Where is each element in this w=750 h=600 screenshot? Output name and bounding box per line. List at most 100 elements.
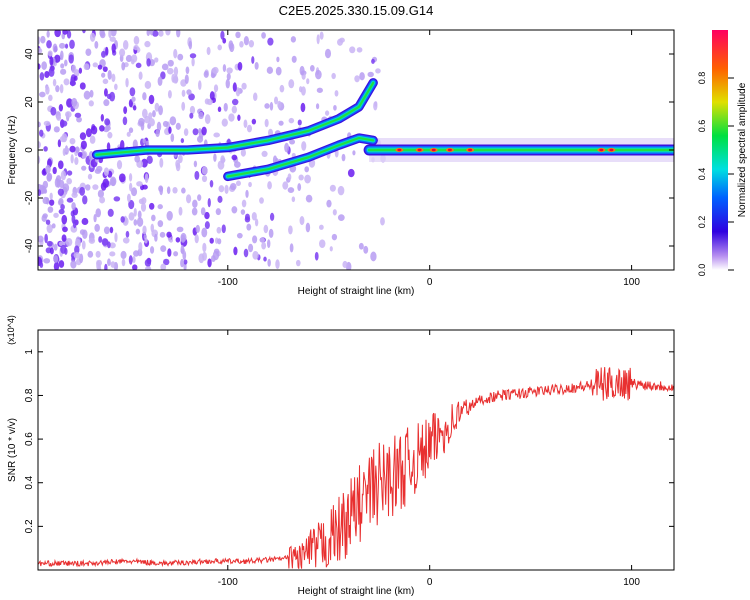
spectrogram-speckle: [77, 151, 83, 158]
spectrogram-speckle: [128, 199, 135, 210]
spectrogram-speckle: [104, 263, 108, 270]
spectrogram-speckle: [222, 37, 227, 44]
spectrogram-speckle: [167, 59, 174, 67]
spectrogram-speckle: [114, 83, 118, 91]
spectrogram-speckle: [173, 66, 179, 77]
spectrogram-speckle: [128, 127, 134, 134]
spectrogram-speckle: [319, 224, 324, 230]
spectrogram-speckle: [53, 212, 59, 218]
spectrogram-speckle: [261, 32, 266, 39]
spectrogram-speckle: [71, 214, 76, 224]
spectrogram-speckle: [160, 245, 167, 252]
spectrogram-speckle: [252, 250, 259, 260]
spectrogram-speckle: [122, 116, 128, 126]
spectrogram-speckle: [64, 43, 69, 49]
spectrogram-speckle: [192, 128, 199, 136]
spectrogram-speckle: [356, 47, 363, 53]
spectrogram-speckle: [142, 225, 147, 235]
spectrogram-speckle: [136, 181, 143, 187]
spectrogram-speckle: [80, 150, 88, 159]
spectrogram-speckle: [138, 71, 143, 80]
spectrogram-speckle: [44, 233, 48, 244]
spectrogram-speckle: [103, 99, 110, 107]
spectrogram-speckle: [105, 125, 111, 131]
spectrogram-speckle: [228, 113, 235, 122]
spectrogram-speckle: [120, 139, 125, 150]
spectrogram-speckle: [85, 128, 92, 138]
spectrogram-speckle: [73, 252, 81, 259]
spectrogram-speckle: [100, 113, 104, 122]
spectrogram-speckle: [235, 180, 241, 187]
spectrogram-ytick-label: -40: [24, 238, 35, 253]
spectrogram-speckle: [45, 247, 52, 254]
spectrogram-speckle: [175, 122, 181, 130]
spectrogram-speckle: [209, 91, 215, 101]
spectrogram-speckle: [305, 194, 313, 203]
spectrogram-speckle: [44, 70, 50, 78]
spectrogram-speckle: [38, 47, 43, 54]
spectrogram-speckle: [175, 237, 181, 243]
spectrogram-speckle: [167, 248, 172, 257]
spectrogram-speckle: [306, 78, 310, 85]
spectrogram-speckle: [46, 240, 53, 247]
spectrogram-speckle: [56, 115, 62, 121]
spectrogram-speckle: [289, 243, 294, 253]
spectrogram-speckle: [52, 166, 57, 175]
spectrogram-speckle: [235, 87, 241, 97]
spectrogram-speckle: [45, 164, 51, 174]
spectrogram-speckle: [42, 168, 47, 175]
spectrogram-speckle: [251, 211, 257, 221]
colorbar-label: Normalized spectral amplitude: [737, 82, 748, 217]
spectrogram-speckle: [88, 100, 94, 107]
spectrogram-speckle: [87, 173, 93, 180]
spectrogram-speckle: [92, 184, 99, 190]
spectrogram-speckle: [207, 258, 212, 268]
spectrogram-speckle: [79, 186, 86, 196]
spectrogram-speckle: [118, 173, 126, 183]
hotspot-core: [397, 148, 402, 152]
spectrogram-speckle: [53, 255, 59, 263]
spectrogram-speckle: [149, 30, 154, 36]
spectrogram-speckle: [268, 228, 274, 238]
spectrogram-speckle: [74, 245, 80, 255]
spectrogram-speckle: [201, 166, 208, 175]
spectrogram-speckle: [246, 223, 252, 231]
spectrogram-speckle: [129, 87, 136, 97]
spectrogram-speckle: [326, 199, 332, 208]
spectrogram-speckle: [304, 174, 311, 184]
spectrogram-speckle: [180, 232, 187, 242]
spectrogram-speckle: [132, 264, 138, 270]
spectrogram-speckle: [128, 255, 133, 265]
spectrogram-speckle: [100, 182, 107, 191]
spectrogram-speckle: [64, 111, 72, 118]
hotspot-core: [468, 148, 473, 152]
spectrogram-speckle: [300, 102, 306, 113]
spectrogram-speckle: [60, 170, 67, 181]
spectrogram-speckle: [183, 259, 188, 265]
spectrogram-speckle: [267, 37, 274, 46]
spectrogram-speckle: [53, 261, 60, 270]
spectrogram-speckle: [324, 48, 332, 59]
hotspot-core: [609, 148, 614, 152]
spectrogram-speckle: [59, 135, 67, 143]
spectrogram-speckle: [160, 71, 166, 80]
spectrogram-speckle: [291, 196, 296, 203]
snr-ytick-label: 1: [24, 349, 35, 355]
spectrogram-speckle: [151, 214, 156, 222]
spectrogram-speckle: [287, 173, 292, 181]
spectrogram-speckle: [282, 181, 289, 190]
spectrogram-speckle: [63, 78, 70, 86]
spectrogram-speckle: [226, 67, 233, 74]
spectrogram-speckle: [223, 102, 228, 112]
hotspot-core: [417, 148, 422, 152]
spectrogram-speckle: [134, 155, 141, 163]
spectrogram-speckle: [138, 198, 144, 205]
spectrogram-speckle: [76, 116, 82, 123]
spectrogram-speckle: [78, 67, 83, 74]
spectrogram-speckle: [248, 181, 252, 188]
spectrogram-speckle: [38, 235, 44, 243]
spectrogram-speckle: [74, 157, 79, 165]
spectrogram-speckle: [185, 66, 190, 75]
snr-multiplier: (x10^4): [6, 315, 16, 345]
spectrogram-speckle: [46, 30, 50, 38]
